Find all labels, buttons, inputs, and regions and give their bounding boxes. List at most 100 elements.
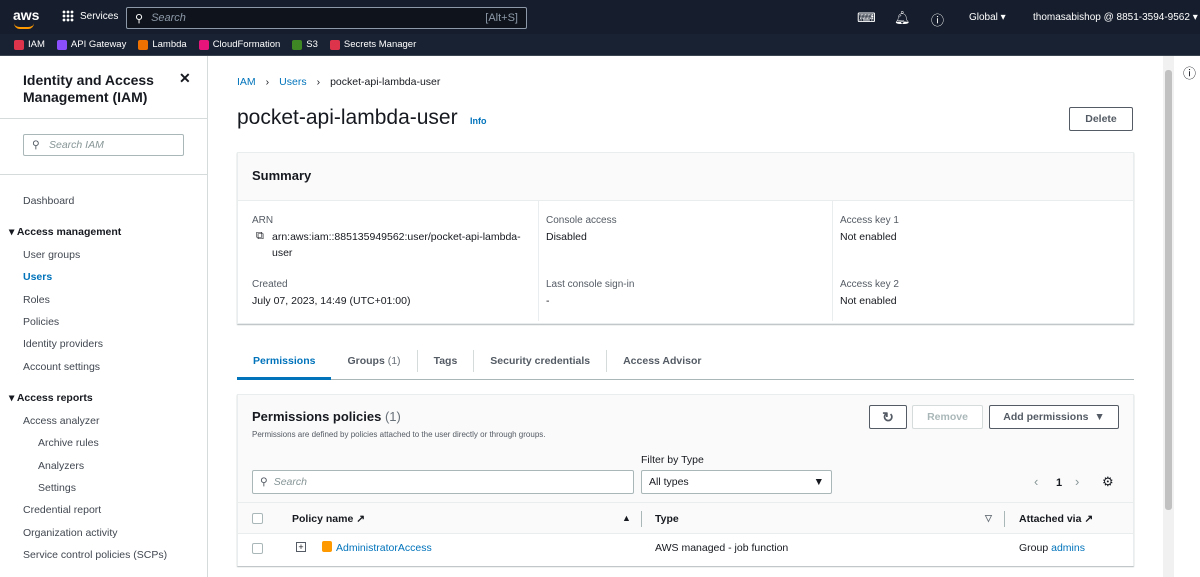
bell-icon[interactable]: 🔔︎ (894, 10, 911, 25)
select-value: All types (649, 476, 689, 488)
tab-groups[interactable]: Groups (1) (331, 349, 418, 372)
sidebar-section-access-management[interactable]: ▾ Access management (9, 226, 122, 238)
external-link-icon: ↗ (356, 513, 366, 525)
search-shortcut: [Alt+S] (485, 12, 518, 24)
breadcrumb-users[interactable]: Users (279, 76, 307, 88)
search-icon: ⚲ (135, 12, 144, 25)
page-number[interactable]: 1 (1056, 477, 1063, 489)
sidebar-item-scps[interactable]: Service control policies (SCPs) (23, 549, 168, 561)
aws-logo[interactable]: aws (13, 7, 40, 29)
info-panel-icon[interactable]: ⓘ (1183, 66, 1197, 81)
column-policy-name[interactable]: Policy name ↗ (292, 513, 365, 525)
main-content: IAM › Users › pocket-api-lambda-user pocke… (208, 56, 1163, 577)
tab-count: (1) (387, 354, 401, 367)
sidebar-item-archive-rules[interactable]: Archive rules (38, 437, 99, 449)
favorite-secrets-manager[interactable]: Secrets Manager (329, 39, 417, 50)
sidebar-item-users[interactable]: Users (23, 271, 53, 283)
global-search-input[interactable]: ⚲ Search [Alt+S] (126, 7, 527, 29)
scrollbar-thumb[interactable] (1165, 70, 1172, 510)
favorite-s3[interactable]: S3 (292, 39, 318, 50)
summary-title: Summary (238, 153, 1133, 201)
favorite-iam[interactable]: IAM (14, 39, 45, 50)
info-link[interactable]: Info (470, 116, 487, 126)
permissions-panel: Permissions policies (1) Permissions are… (237, 394, 1134, 566)
chevron-right-icon: › (316, 76, 321, 88)
sidebar-item-account-settings[interactable]: Account settings (23, 361, 101, 373)
favorite-label: IAM (28, 39, 45, 50)
delete-button[interactable]: Delete (1069, 107, 1133, 131)
console-access-value: Disabled (546, 231, 587, 243)
tab-security-credentials[interactable]: Security credentials (474, 349, 608, 372)
sidebar-search-input[interactable]: ⚲ Search IAM (23, 134, 184, 156)
expand-icon[interactable]: + (296, 542, 306, 552)
search-icon: ⚲ (260, 476, 268, 488)
grid-icon (62, 10, 74, 22)
attached-via: Group admins (1019, 542, 1085, 554)
services-menu[interactable]: Services (62, 10, 118, 22)
group-link[interactable]: admins (1051, 542, 1085, 554)
copy-icon[interactable]: ⧉ (256, 230, 264, 242)
sidebar-item-roles[interactable]: Roles (23, 294, 50, 306)
tab-tags[interactable]: Tags (418, 349, 475, 372)
settings-gear-icon[interactable]: ⚙ (1102, 474, 1114, 489)
sidebar-item-identity-providers[interactable]: Identity providers (23, 338, 103, 350)
button-label: Add permissions (1003, 411, 1089, 423)
lambda-icon (138, 39, 149, 50)
sidebar-item-settings[interactable]: Settings (38, 482, 76, 494)
cloudformation-icon (198, 39, 209, 50)
column-attached-via[interactable]: Attached via ↗ (1019, 513, 1093, 525)
refresh-button[interactable]: ↻ (869, 405, 907, 429)
breadcrumb-current: pocket-api-lambda-user (330, 76, 441, 88)
tab-bar: Permissions Groups (1) Tags Security cre… (237, 342, 1134, 380)
tab-permissions[interactable]: Permissions (237, 342, 332, 380)
permissions-description: Permissions are defined by policies atta… (252, 430, 546, 439)
created-value: July 07, 2023, 14:49 (UTC+01:00) (252, 295, 411, 307)
previous-page-icon[interactable]: ‹ (1034, 474, 1039, 489)
select-all-checkbox[interactable] (252, 513, 263, 524)
row-checkbox[interactable] (252, 543, 263, 554)
column-type[interactable]: Type (655, 513, 679, 525)
policy-link[interactable]: AdministratorAccess (336, 542, 432, 554)
policy-search-input[interactable]: ⚲ Search (252, 470, 634, 494)
secrets-manager-icon (329, 39, 340, 50)
policies-table: Policy name ↗ ▲ Type ▽ Attached via ↗ + … (238, 502, 1133, 566)
aws-managed-policy-icon (322, 541, 332, 552)
chevron-right-icon: › (265, 76, 270, 88)
close-icon[interactable]: ✕ (179, 70, 191, 86)
table-header: Policy name ↗ ▲ Type ▽ Attached via ↗ (238, 503, 1133, 534)
remove-button[interactable]: Remove (912, 405, 983, 429)
filter-type-select[interactable]: All types ▼ (641, 470, 832, 494)
sort-icon[interactable]: ▽ (985, 513, 992, 523)
add-permissions-button[interactable]: Add permissions ▼ (989, 405, 1119, 429)
sidebar-section-access-reports[interactable]: ▾ Access reports (9, 392, 93, 404)
favorite-label: S3 (306, 39, 318, 50)
console-access-label: Console access (546, 215, 617, 226)
favorite-label: Secrets Manager (343, 39, 417, 50)
sidebar-item-policies[interactable]: Policies (23, 316, 60, 328)
cloudshell-icon[interactable]: ⌨ (857, 10, 876, 25)
region-selector[interactable]: Global ▾ (969, 12, 1006, 23)
breadcrumb-iam[interactable]: IAM (237, 76, 256, 88)
tab-access-advisor[interactable]: Access Advisor (623, 354, 702, 367)
last-signin-label: Last console sign-in (546, 279, 635, 290)
summary-panel: Summary ARN ⧉ arn:aws:iam::885135949562:… (237, 152, 1134, 324)
next-page-icon[interactable]: › (1075, 474, 1080, 489)
help-icon[interactable]: ⓘ (931, 13, 945, 28)
api-gateway-icon (56, 39, 67, 50)
favorite-label: CloudFormation (212, 39, 281, 50)
sort-ascending-icon[interactable]: ▲ (622, 513, 631, 523)
sidebar-item-analyzers[interactable]: Analyzers (38, 460, 85, 472)
vertical-scrollbar[interactable] (1163, 56, 1174, 577)
favorite-api-gateway[interactable]: API Gateway (56, 39, 126, 50)
sidebar-item-credential-report[interactable]: Credential report (23, 504, 102, 516)
account-menu[interactable]: thomasabishop @ 8851-3594-9562 ▾ (1033, 12, 1198, 23)
sidebar-item-user-groups[interactable]: User groups (23, 249, 81, 261)
section-label: Access management (16, 226, 122, 238)
favorite-lambda[interactable]: Lambda (138, 39, 187, 50)
sidebar-item-organization-activity[interactable]: Organization activity (23, 527, 118, 539)
favorite-cloudformation[interactable]: CloudFormation (198, 39, 281, 50)
last-signin-value: - (546, 295, 550, 307)
sidebar-item-dashboard[interactable]: Dashboard (23, 195, 75, 207)
sidebar-item-access-analyzer[interactable]: Access analyzer (23, 415, 100, 427)
search-placeholder: Search (151, 12, 186, 24)
